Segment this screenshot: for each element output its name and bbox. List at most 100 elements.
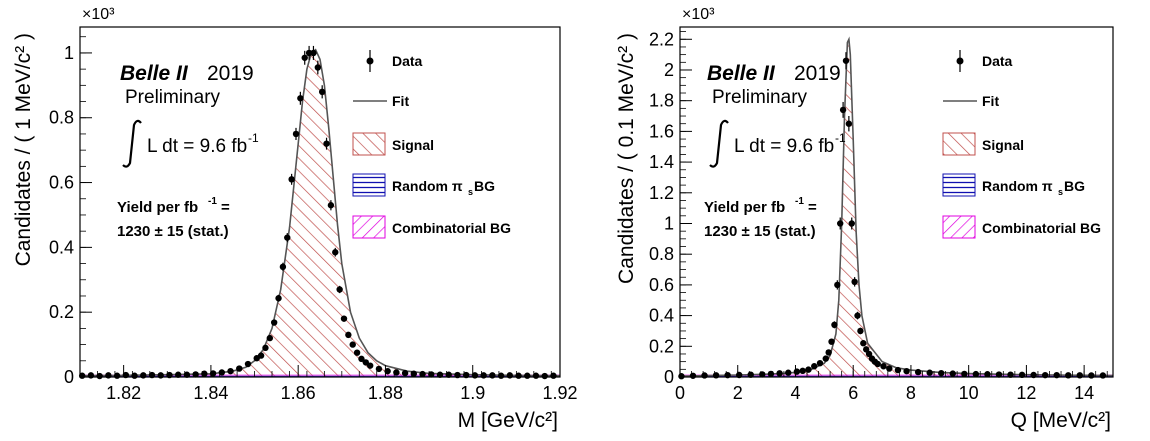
legend-combinatorial-swatch	[942, 215, 976, 239]
x-tick-label: 1.84	[193, 383, 228, 403]
x-tick-label: 1.82	[106, 383, 141, 403]
luminosity-label: L dt = 9.6 fb	[147, 136, 247, 157]
data-point	[903, 367, 910, 375]
data-point	[506, 372, 514, 379]
preliminary-label: Preliminary	[712, 87, 808, 108]
data-point	[201, 370, 208, 377]
data-point	[323, 140, 330, 147]
preliminary-label: Preliminary	[125, 87, 221, 108]
data-point	[279, 263, 287, 271]
legend-signal-swatch	[942, 132, 976, 156]
data-point	[419, 370, 426, 378]
data-point	[822, 355, 829, 362]
yield-value: 1230 ± 15 (stat.)	[117, 223, 229, 240]
data-point	[839, 106, 847, 114]
x-tick-label: 1.86	[281, 383, 316, 403]
yield-value: 1230 ± 15 (stat.)	[704, 223, 816, 240]
x-tick-label: 10	[959, 383, 979, 403]
x-tick-label: 1.92	[542, 383, 577, 403]
legend-random-bg-label: Random π	[392, 178, 463, 194]
luminosity-superscript: -1	[835, 131, 846, 145]
data-point	[914, 368, 922, 376]
y-tick-label: 0	[664, 367, 674, 387]
y-axis-exponent: ×10³	[682, 6, 715, 23]
data-point	[262, 344, 269, 352]
data-point	[332, 249, 339, 256]
y-axis-exponent: ×10³	[82, 6, 115, 23]
y-tick-label: 0.8	[49, 108, 74, 128]
data-point	[183, 371, 191, 378]
legend-data-marker	[366, 57, 374, 65]
x-tick-label: 0	[675, 383, 685, 403]
x-tick-label: 1.88	[368, 383, 403, 403]
luminosity-label: L dt = 9.6 fb	[734, 136, 834, 157]
data-point	[926, 369, 933, 376]
x-tick-label: 12	[1016, 383, 1036, 403]
legend-data-label: Data	[982, 53, 1013, 69]
data-point	[848, 220, 855, 227]
data-point	[236, 365, 243, 372]
year-label: 2019	[207, 62, 254, 85]
data-point	[793, 368, 801, 375]
y-tick-label: 2	[664, 60, 674, 80]
y-tick-label: 2.2	[649, 29, 674, 49]
data-point	[358, 355, 365, 363]
plot-frame	[679, 26, 1114, 378]
data-point	[894, 366, 902, 374]
legend-random-bg-swatch	[352, 173, 386, 197]
data-point	[340, 315, 348, 322]
data-point	[401, 369, 409, 377]
data-point	[270, 319, 278, 326]
data-point	[805, 366, 812, 373]
legend-signal-label: Signal	[982, 137, 1024, 153]
y-axis-title: Candidates / ( 1 MeV/c² )	[12, 33, 35, 266]
plot-frame	[79, 26, 561, 378]
data-point	[854, 312, 861, 319]
y-tick-label: 1	[664, 213, 674, 233]
data-point	[541, 372, 548, 380]
data-point	[318, 88, 326, 96]
data-point	[831, 321, 838, 329]
y-tick-label: 0	[64, 367, 74, 387]
data-point	[384, 367, 391, 375]
y-tick-label: 0.2	[49, 302, 74, 322]
x-tick-label: 2	[733, 383, 743, 403]
data-point	[1007, 371, 1014, 378]
data-point	[345, 331, 352, 339]
data-point	[275, 295, 282, 302]
y-axis-title: Candidates / ( 0.1 MeV/c² )	[615, 33, 638, 284]
combinatorial-bg-band	[680, 374, 1113, 377]
data-point	[436, 371, 444, 378]
data-point	[984, 371, 991, 378]
data-point	[938, 369, 945, 377]
legend-random-bg-label: Random π	[982, 178, 1053, 194]
data-point	[678, 373, 685, 380]
data-point	[880, 363, 887, 370]
data-point	[825, 349, 832, 356]
data-point	[327, 202, 335, 209]
y-tick-label: 0.4	[649, 306, 674, 326]
data-point	[301, 54, 308, 61]
legend-combinatorial-label: Combinatorial BG	[982, 220, 1101, 236]
data-point	[837, 220, 844, 227]
data-point	[767, 370, 775, 378]
data-point	[353, 349, 361, 356]
data-point	[524, 372, 531, 379]
data-point	[862, 346, 870, 353]
data-point	[995, 371, 1003, 378]
data-point	[393, 369, 400, 376]
yield-equals: =	[808, 199, 817, 216]
data-point	[266, 334, 274, 342]
data-point	[366, 362, 374, 369]
left-panel-mass: 1.82 1.84 1.86 1.88 1.9 1.92 0 0.2 0.4 0.6 0.8 1 ×10…	[12, 6, 578, 432]
data-point	[860, 340, 867, 347]
data-point	[972, 370, 980, 378]
data-point	[842, 57, 850, 64]
combinatorial-bg-band	[80, 374, 560, 377]
data-point	[218, 369, 226, 376]
yield-superscript: -1	[208, 196, 217, 207]
data-point	[96, 372, 103, 380]
data-point	[799, 367, 806, 375]
experiment-label: Belle II	[707, 62, 776, 85]
